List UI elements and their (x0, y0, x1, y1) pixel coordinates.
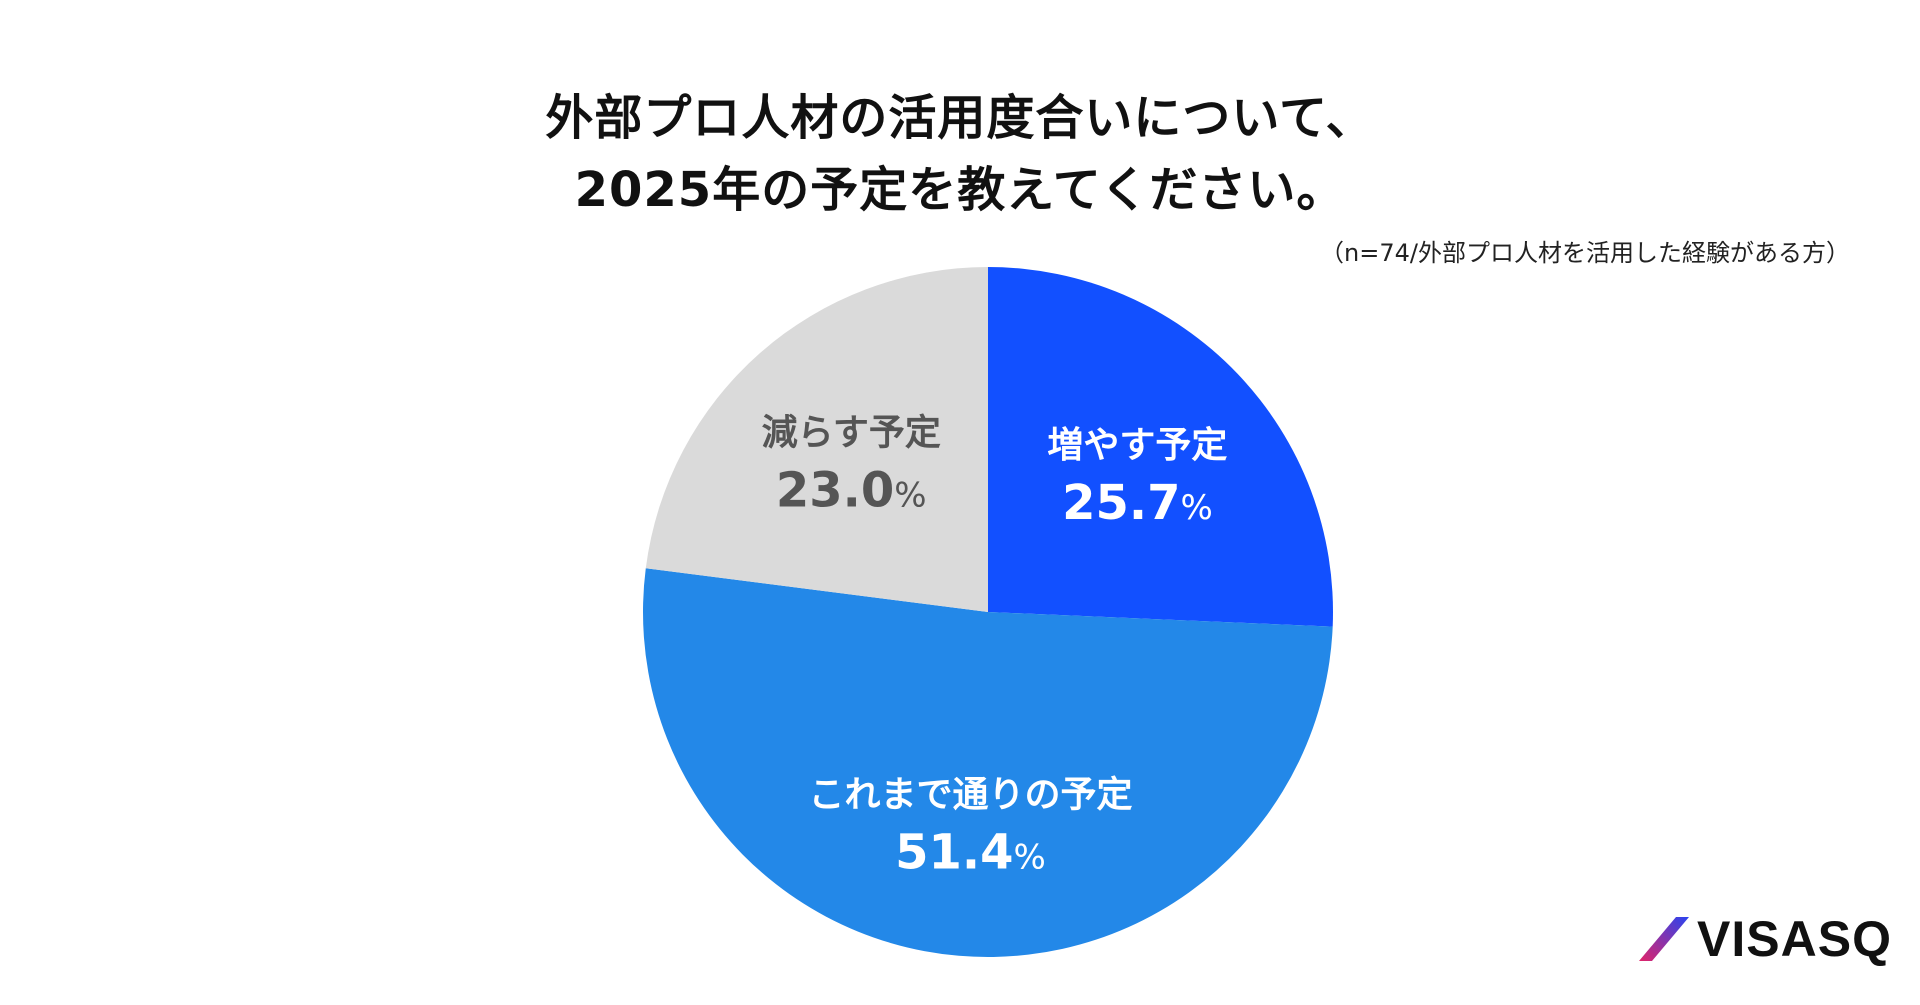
chart-title: 外部プロ人材の活用度合いについて、 2025年の予定を教えてください。 (0, 82, 1920, 226)
pie-slice-0 (988, 267, 1333, 627)
pie-slice-value-1: 51.4% (895, 824, 1046, 880)
pie-slice-1 (642, 568, 1333, 957)
logo-text: VISASQ (1697, 911, 1892, 967)
pie-slice-label-2: 減らす予定 (762, 413, 941, 454)
pie-slice-label-1: これまで通りの予定 (808, 774, 1132, 815)
pie-slice-2 (645, 267, 988, 612)
chart-title-line-1: 外部プロ人材の活用度合いについて、 (545, 90, 1375, 146)
visasq-logo: VISASQ (1639, 909, 1892, 969)
pie-slice-value-0: 25.7% (1062, 475, 1213, 531)
logo-slash-icon (1639, 917, 1690, 961)
pie-slice-label-0: 増やす予定 (1047, 425, 1227, 466)
pie-slices (642, 267, 1333, 957)
chart-title-line-2: 2025年の予定を教えてください。 (574, 162, 1346, 218)
chart-subtitle: （n=74/外部プロ人材を活用した経験がある方） (1320, 239, 1850, 267)
pie-labels: 増やす予定 25.7% これまで通りの予定 51.4% 減らす予定 23.0% (762, 413, 1228, 881)
pie-slice-value-2: 23.0% (776, 463, 927, 519)
